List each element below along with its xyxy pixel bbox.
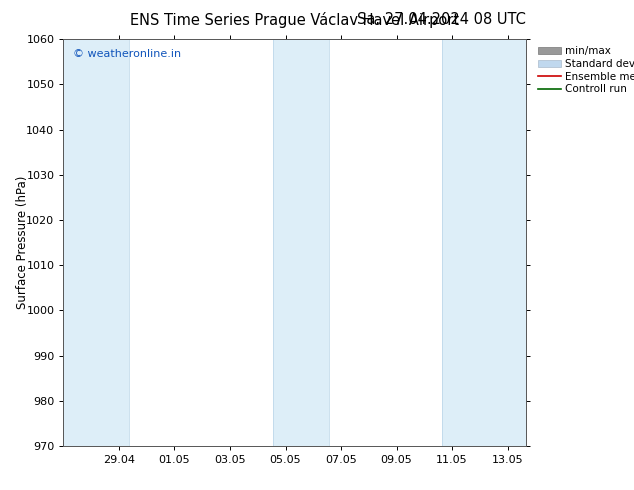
- Bar: [443, 39, 526, 446]
- Text: © weatheronline.in: © weatheronline.in: [73, 49, 181, 59]
- Bar: [63, 39, 129, 446]
- Bar: [273, 39, 328, 446]
- Text: ENS Time Series Prague Václav Havel Airport: ENS Time Series Prague Václav Havel Airp…: [130, 12, 460, 28]
- Y-axis label: Surface Pressure (hPa): Surface Pressure (hPa): [16, 176, 29, 309]
- Legend: min/max, Standard deviation, Ensemble mean run, Controll run: min/max, Standard deviation, Ensemble me…: [536, 45, 634, 97]
- Text: Sa. 27.04.2024 08 UTC: Sa. 27.04.2024 08 UTC: [358, 12, 526, 27]
